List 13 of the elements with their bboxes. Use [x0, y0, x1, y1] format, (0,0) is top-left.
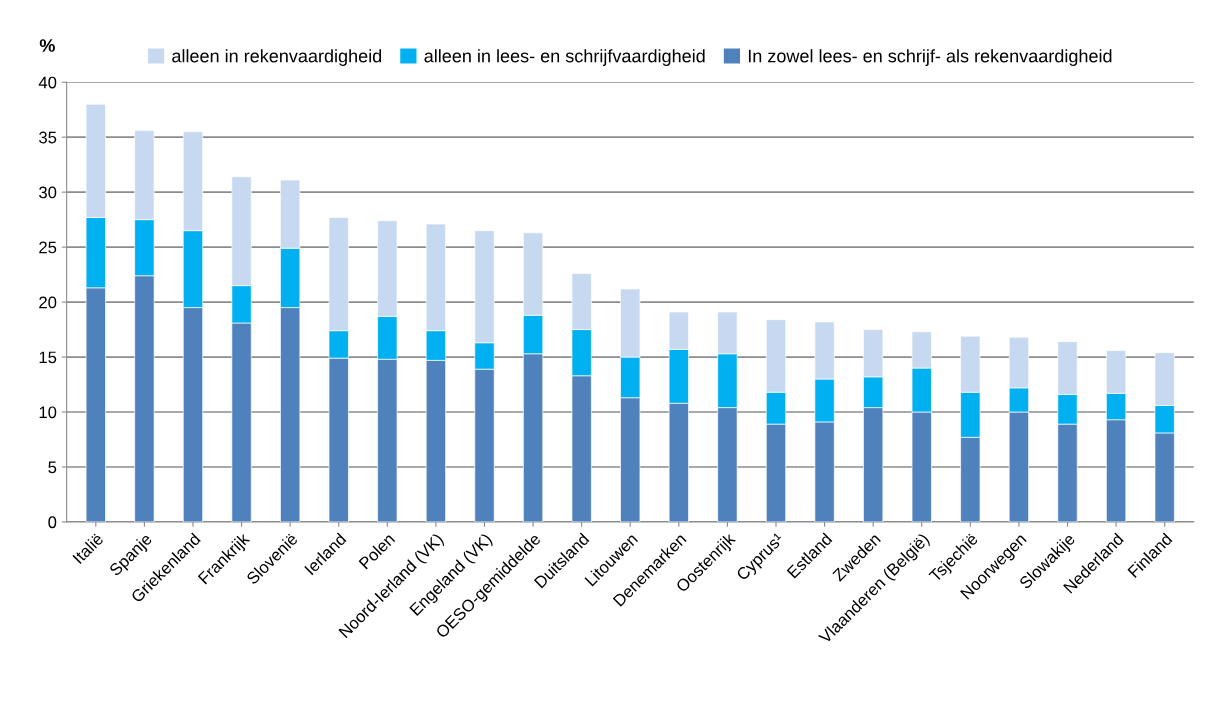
legend-label: In zowel lees- en schrijf- als rekenvaardigheid — [748, 49, 1112, 66]
y-tick-label: 25 — [39, 241, 57, 254]
y-tick-label: 20 — [39, 296, 57, 309]
y-tick-label: 30 — [39, 186, 57, 199]
y-tick-label: 40 — [38, 76, 57, 89]
legend-label: alleen in rekenvaardigheid — [172, 49, 382, 66]
y-tick-label: 5 — [48, 461, 57, 474]
y-tick-label: 15 — [39, 351, 57, 364]
y-tick-label: 0 — [48, 516, 57, 529]
y-axis-title: % — [39, 39, 55, 52]
y-tick-label: 35 — [39, 131, 57, 144]
y-tick-label: 10 — [39, 406, 57, 419]
legend-label: alleen in lees- en schrijfvaardigheid — [424, 49, 705, 66]
